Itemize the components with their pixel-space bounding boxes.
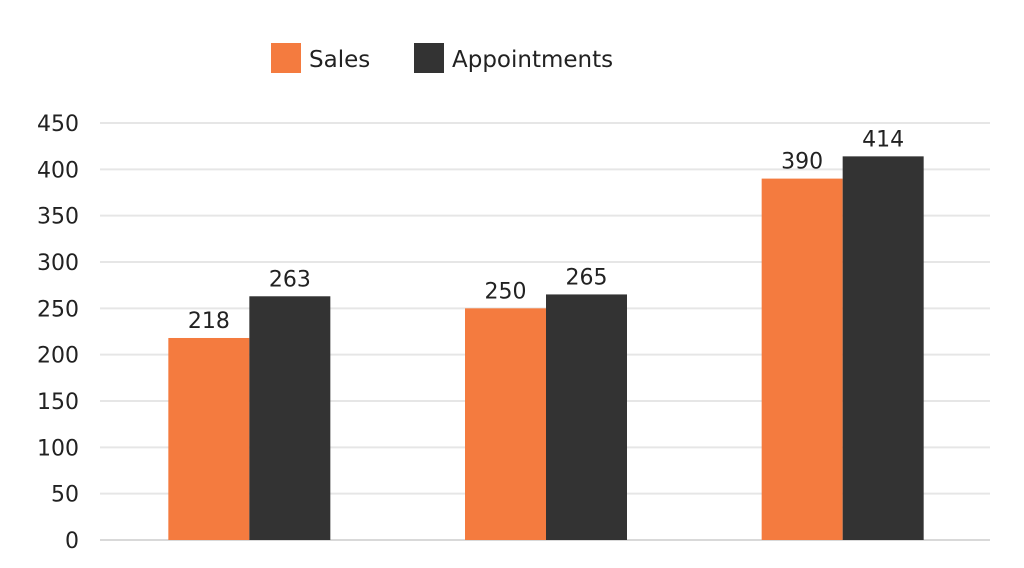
y-tick-label: 450 (37, 112, 79, 137)
legend-item-sales[interactable]: Sales (271, 43, 370, 73)
y-tick-label: 250 (37, 297, 79, 322)
y-tick-label: 400 (37, 158, 79, 183)
legend-label-sales: Sales (309, 47, 370, 73)
legend-item-appointments[interactable]: Appointments (414, 43, 613, 73)
data-label-sales-3: 390 (781, 150, 823, 175)
legend-swatch-appointments (414, 43, 444, 73)
y-tick-label: 350 (37, 205, 79, 230)
data-label-appointments-1: 263 (269, 267, 311, 292)
data-label-sales-1: 218 (188, 309, 230, 334)
y-tick-label: 100 (37, 436, 79, 461)
legend: Sales Appointments (271, 43, 613, 73)
y-tick-label: 200 (37, 344, 79, 369)
bar-sales-3[interactable] (761, 178, 843, 540)
y-tick-label: 0 (65, 529, 79, 554)
data-labels: 218 263 250 265 390 414 (188, 127, 904, 334)
legend-label-appointments: Appointments (452, 47, 613, 73)
y-tick-label: 50 (51, 483, 79, 508)
bar-sales-1[interactable] (168, 337, 250, 540)
legend-swatch-sales (271, 43, 301, 73)
bars (168, 156, 924, 541)
y-axis-ticks: 0 50 100 150 200 250 300 350 400 450 (37, 112, 79, 554)
y-tick-label: 300 (37, 251, 79, 276)
bar-sales-2[interactable] (465, 308, 546, 540)
data-label-sales-2: 250 (485, 279, 527, 304)
bar-appointments-3[interactable] (842, 156, 924, 541)
data-label-appointments-3: 414 (862, 127, 904, 152)
bar-appointments-2[interactable] (546, 294, 627, 540)
y-tick-label: 150 (37, 390, 79, 415)
data-label-appointments-2: 265 (566, 265, 608, 290)
bar-appointments-1[interactable] (249, 296, 331, 540)
